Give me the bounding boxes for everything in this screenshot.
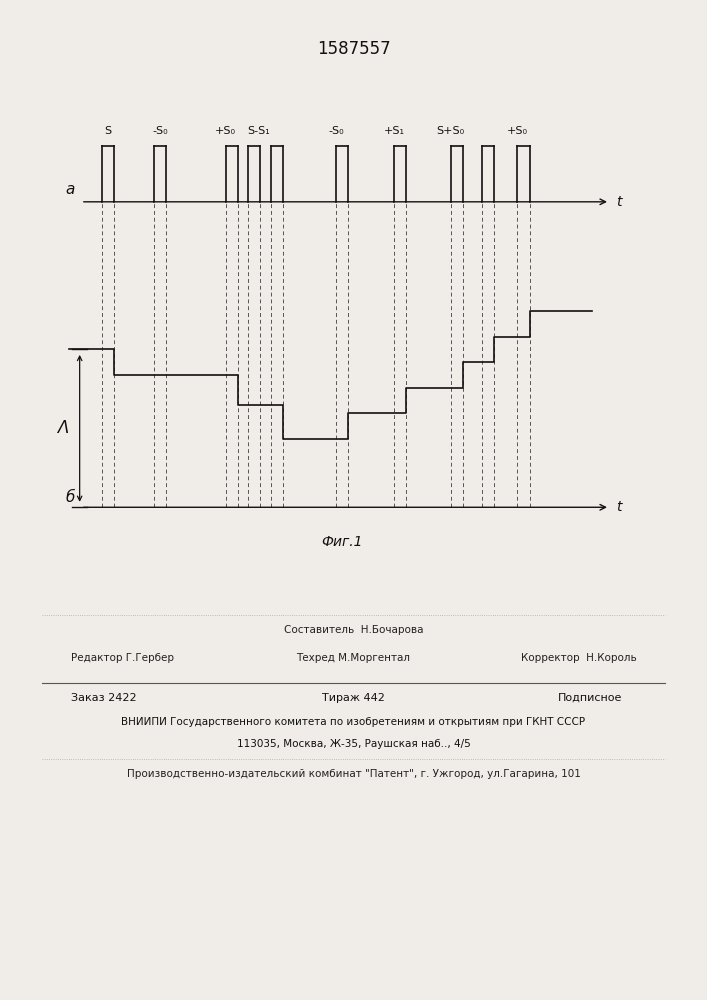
Text: +S₀: +S₀: [507, 126, 528, 136]
Text: t: t: [616, 195, 621, 209]
Text: Производственно-издательский комбинат "Патент", г. Ужгород, ул.Гагарина, 101: Производственно-издательский комбинат "П…: [127, 769, 580, 779]
Text: +S₀: +S₀: [215, 126, 236, 136]
Text: 113035, Москва, Ж-35, Раушская наб.., 4/5: 113035, Москва, Ж-35, Раушская наб.., 4/…: [237, 739, 470, 749]
Text: S: S: [105, 126, 112, 136]
Text: +S₁: +S₁: [383, 126, 404, 136]
Text: a: a: [66, 182, 75, 197]
Text: S-S₁: S-S₁: [247, 126, 270, 136]
Text: t: t: [616, 500, 621, 514]
Text: Фиг.1: Фиг.1: [322, 535, 363, 549]
Text: Тираж 442: Тираж 442: [322, 693, 385, 703]
Text: Составитель  Н.Бочарова: Составитель Н.Бочарова: [284, 625, 423, 635]
Text: Подписное: Подписное: [558, 693, 622, 703]
Text: Заказ 2422: Заказ 2422: [71, 693, 136, 703]
Text: Λ: Λ: [57, 419, 69, 437]
Text: -S₀: -S₀: [152, 126, 168, 136]
Text: Корректор  Н.Король: Корректор Н.Король: [520, 653, 636, 663]
Text: ВНИИПИ Государственного комитета по изобретениям и открытиям при ГКНТ СССР: ВНИИПИ Государственного комитета по изоб…: [122, 717, 585, 727]
Text: 1587557: 1587557: [317, 40, 390, 58]
Text: Редактор Г.Гербер: Редактор Г.Гербер: [71, 653, 174, 663]
Text: Техред М.Моргентал: Техред М.Моргентал: [296, 653, 411, 663]
Text: -S₀: -S₀: [329, 126, 344, 136]
Text: S+S₀: S+S₀: [436, 126, 464, 136]
Text: б: б: [66, 490, 75, 505]
